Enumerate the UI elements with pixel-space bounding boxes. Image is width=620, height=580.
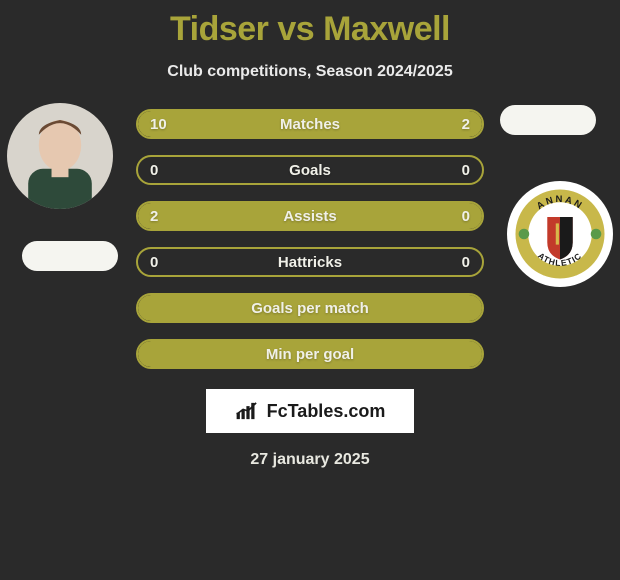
footer-date: 27 january 2025 <box>0 451 620 469</box>
club-crest-icon: ANNAN ATHLETIC <box>507 181 613 287</box>
branding-text: FcTables.com <box>267 401 386 422</box>
player-left-avatar <box>7 103 113 209</box>
avatar-photo-icon <box>7 103 113 209</box>
fctables-logo-icon <box>235 401 261 421</box>
stat-value-left: 0 <box>150 157 158 183</box>
stat-row: 102Matches <box>136 109 484 139</box>
player-right-club-pill <box>500 105 596 135</box>
player-left-club-pill <box>22 241 118 271</box>
stat-value-right: 2 <box>462 111 470 137</box>
stat-value-right: 0 <box>462 249 470 275</box>
stat-value-left: 2 <box>150 203 158 229</box>
stat-label: Goals <box>138 157 482 183</box>
page-title: Tidser vs Maxwell <box>0 10 620 49</box>
stat-row: 0 0Hattricks <box>136 247 484 277</box>
stat-row: 0 0Goals <box>136 155 484 185</box>
stat-value-left: 0 <box>150 249 158 275</box>
stat-row: Min per goal <box>136 339 484 369</box>
stat-row: Goals per match <box>136 293 484 323</box>
stat-fill-right <box>424 111 482 137</box>
stat-value-right: 0 <box>462 157 470 183</box>
stat-fill-left <box>138 295 484 321</box>
stat-label: Hattricks <box>138 249 482 275</box>
stat-fill-left <box>138 203 484 229</box>
stat-rows: 102Matches00Goals20Assists00HattricksGoa… <box>136 109 484 369</box>
subtitle: Club competitions, Season 2024/2025 <box>0 63 620 81</box>
stat-fill-left <box>138 341 484 367</box>
stat-row: 20Assists <box>136 201 484 231</box>
stage: ANNAN ATHLETIC 102Matches00Goals20Assist… <box>0 109 620 469</box>
stat-fill-left <box>138 111 428 137</box>
stat-value-right: 0 <box>462 203 470 229</box>
branding-badge[interactable]: FcTables.com <box>206 389 414 433</box>
comparison-card: Tidser vs Maxwell Club competitions, Sea… <box>0 0 620 469</box>
stat-value-left: 10 <box>150 111 167 137</box>
player-right-crest: ANNAN ATHLETIC <box>507 181 613 287</box>
